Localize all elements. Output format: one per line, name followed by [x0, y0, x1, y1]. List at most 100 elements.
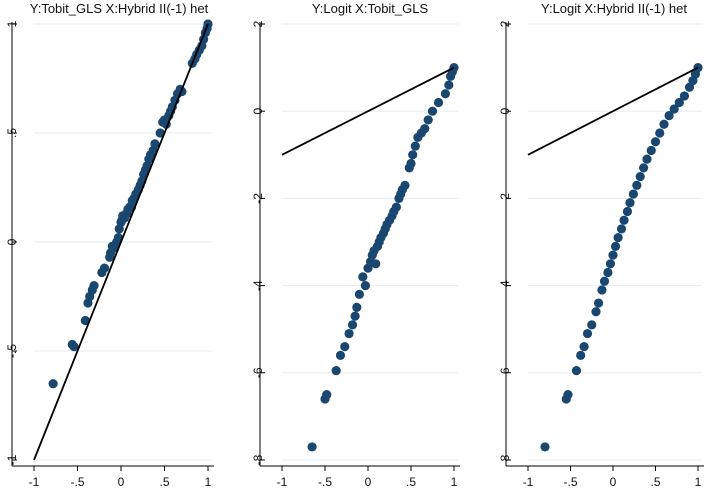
y-tick-label: -4: [251, 280, 265, 291]
data-point: [354, 289, 364, 299]
chart-title: Y:Logit X:Tobit_GLS: [312, 1, 429, 16]
data-point: [391, 202, 401, 212]
data-point: [352, 302, 362, 312]
data-point: [659, 119, 669, 129]
data-point: [69, 342, 79, 352]
data-point: [632, 180, 642, 190]
y-tick-label: -6: [251, 367, 265, 378]
data-point: [563, 390, 573, 400]
x-tick-label: 1: [695, 475, 702, 489]
x-tick-label: .5: [650, 475, 660, 489]
data-point: [347, 320, 358, 330]
data-point: [423, 115, 433, 125]
data-point: [433, 97, 444, 108]
data-point: [593, 298, 604, 308]
panel-tobit-vs-hybrid: Y:Tobit_GLS X:Hybrid II(-1) het -1 -.5 0 .5 1…: [5, 1, 214, 489]
chart-title: Y:Logit X:Hybrid II(-1) het: [541, 1, 687, 16]
data-point: [408, 150, 418, 160]
x-tick-label: -1: [29, 475, 40, 489]
data-point: [358, 272, 368, 282]
data-point: [80, 315, 90, 326]
reference-line: [281, 66, 455, 156]
data-point: [335, 350, 346, 360]
data-point: [371, 259, 381, 269]
data-point: [406, 158, 416, 169]
data-point: [113, 233, 123, 243]
y-tick-label: -8: [498, 454, 512, 465]
data-point: [608, 250, 618, 260]
data-point: [582, 328, 593, 339]
data-point: [599, 276, 610, 286]
y-tick-label: -8: [251, 454, 265, 465]
data-point: [322, 390, 332, 400]
x-tick-label: .5: [406, 475, 416, 489]
data-point: [635, 172, 645, 182]
data-point: [427, 106, 438, 116]
data-point: [664, 110, 674, 121]
reference-line: [527, 66, 699, 156]
x-tick-label: 0: [610, 475, 617, 489]
y-tick-label: 2: [498, 20, 512, 27]
x-tick-label: -.5: [70, 475, 84, 489]
y-tick-label: -2: [498, 193, 512, 204]
x-tick-label: -1: [277, 475, 288, 489]
data-point: [674, 97, 684, 108]
x-tick-label: 0: [365, 475, 372, 489]
data-point: [331, 366, 341, 376]
data-point: [420, 124, 430, 134]
x-tick-label: -.5: [563, 475, 577, 489]
x-tick-label: 1: [205, 475, 212, 489]
data-point: [628, 189, 639, 199]
x-tick-label: 0: [118, 475, 125, 489]
data-point: [655, 128, 665, 138]
data-point: [625, 198, 635, 208]
panel-logit-vs-tobit: Y:Logit X:Tobit_GLS -8 -6 -4 -2 0 2 -1 -.5 0 .5 1: [251, 1, 460, 489]
data-point: [639, 163, 649, 173]
reference-line: [33, 23, 209, 461]
data-point: [610, 241, 621, 251]
panel-logit-vs-hybrid: Y:Logit X:Hybrid II(-1) het -8 -6 -4 -2 0 2 -1 -…: [498, 1, 704, 489]
data-point: [669, 104, 679, 114]
x-tick-label: -.5: [318, 475, 332, 489]
data-point: [622, 206, 633, 217]
data-point: [410, 141, 420, 151]
data-point: [605, 259, 616, 269]
data-point: [603, 267, 613, 278]
data-point: [155, 128, 165, 138]
y-tick-label: -2: [251, 193, 265, 204]
data-point: [150, 139, 160, 149]
y-tick-label: 0: [498, 108, 512, 115]
x-tick-label: 1: [451, 475, 458, 489]
data-point: [48, 379, 58, 389]
data-point: [579, 342, 589, 352]
y-tick-label: 2: [251, 20, 265, 27]
x-tick-label: .5: [159, 475, 169, 489]
data-point: [99, 263, 110, 273]
data-point: [616, 224, 627, 234]
data-point: [619, 215, 629, 225]
data-point: [591, 307, 601, 317]
data-point: [89, 281, 99, 291]
data-point: [679, 91, 690, 101]
data-point: [344, 328, 354, 339]
data-point: [400, 180, 410, 190]
y-tick-label: -6: [498, 367, 512, 378]
data-point: [646, 145, 656, 156]
data-point: [444, 80, 454, 90]
data-point: [350, 311, 360, 321]
data-point: [340, 342, 350, 352]
data-point: [307, 442, 317, 452]
data-point: [613, 233, 623, 243]
chart-title: Y:Tobit_GLS X:Hybrid II(-1) het: [30, 1, 209, 16]
data-point: [650, 137, 661, 147]
data-point: [642, 154, 652, 164]
y-tick-label: 0: [251, 108, 265, 115]
data-point: [597, 285, 607, 295]
data-point: [540, 442, 550, 452]
data-point: [587, 320, 597, 330]
data-point: [440, 89, 450, 99]
y-tick-label: -4: [498, 280, 512, 291]
x-tick-label: -1: [523, 475, 534, 489]
data-point: [571, 366, 582, 376]
